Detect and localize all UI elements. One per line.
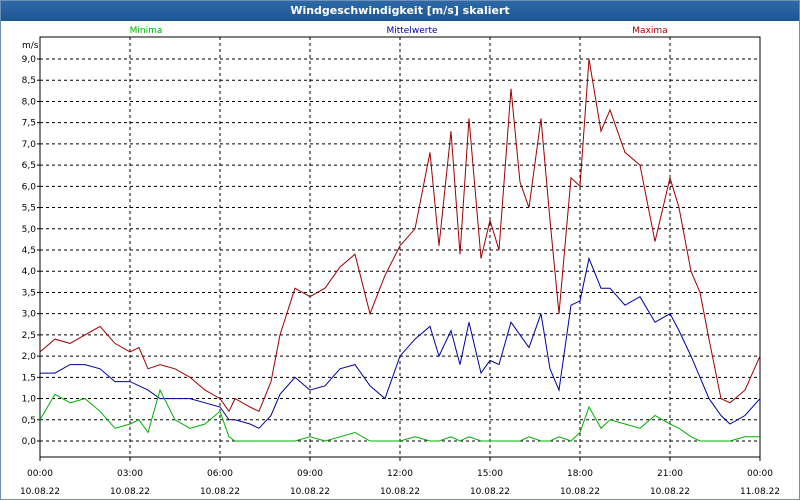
window-title: Windgeschwindigkeit [m/s] skaliert xyxy=(1,1,799,21)
x-tick-date: 10.08.22 xyxy=(560,487,600,497)
y-tick-label: 0,0 xyxy=(22,437,37,447)
legend-entry: Minima xyxy=(130,26,163,36)
x-tick-time: 00:00 xyxy=(27,469,53,479)
x-tick-date: 10.08.22 xyxy=(290,487,330,497)
x-tick-time: 00:00 xyxy=(747,469,773,479)
y-tick-label: 5,5 xyxy=(22,204,36,214)
y-tick-label: 0,5 xyxy=(22,416,36,426)
y-tick-label: 2,0 xyxy=(22,352,37,362)
y-tick-label: 8,0 xyxy=(22,97,37,107)
y-tick-label: 9,0 xyxy=(22,55,37,65)
x-tick-time: 15:00 xyxy=(477,469,503,479)
series-line xyxy=(40,256,761,429)
legend: Minima Mittelwerte Maxima xyxy=(130,26,668,36)
y-tick-label: 1,5 xyxy=(22,373,36,383)
legend-entry: Mittelwerte xyxy=(386,26,437,36)
series-line xyxy=(39,388,760,442)
y-tick-label: 6,5 xyxy=(22,161,36,171)
y-tick-label: 8,5 xyxy=(22,76,36,86)
y-tick-label: 3,0 xyxy=(22,310,37,320)
y-tick-label: 6,0 xyxy=(22,182,37,192)
y-tick-label: 7,5 xyxy=(22,119,36,129)
x-axis-ticks: 00:00 10.08.22 03:00 10.08.22 06:00 10.08.22 0… xyxy=(20,457,780,497)
x-tick-time: 03:00 xyxy=(117,469,143,479)
y-tick-label: 3,5 xyxy=(22,288,36,298)
series-lines xyxy=(39,58,761,442)
legend-entry: Maxima xyxy=(632,26,667,36)
x-tick-time: 18:00 xyxy=(567,469,593,479)
y-tick-label: 5,0 xyxy=(22,225,37,235)
grid-lines xyxy=(40,37,760,457)
x-tick-time: 21:00 xyxy=(657,469,683,479)
y-tick-label: 1,0 xyxy=(22,395,37,405)
y-tick-label: 2,5 xyxy=(22,331,36,341)
x-tick-date: 10.08.22 xyxy=(20,487,60,497)
x-tick-date: 10.08.22 xyxy=(200,487,240,497)
y-tick-label: 7,0 xyxy=(22,140,37,150)
x-tick-time: 06:00 xyxy=(207,469,233,479)
x-tick-time: 09:00 xyxy=(297,469,323,479)
x-tick-date: 10.08.22 xyxy=(650,487,690,497)
x-tick-date: 10.08.22 xyxy=(110,487,150,497)
y-axis-unit: m/s xyxy=(22,41,39,51)
y-tick-label: 4,0 xyxy=(22,267,37,277)
x-tick-date: 10.08.22 xyxy=(470,487,510,497)
x-tick-date: 10.08.22 xyxy=(380,487,420,497)
x-tick-date: 11.08.22 xyxy=(740,487,780,497)
y-tick-label: 4,5 xyxy=(22,246,36,256)
y-axis-ticks: 9,0 8,5 8,0 7,5 7,0 6,5 6,0 5,5 5,0 4,5 4,0 3,5 3,0 2… xyxy=(22,55,40,447)
x-tick-time: 12:00 xyxy=(387,469,413,479)
series-line xyxy=(39,58,761,413)
